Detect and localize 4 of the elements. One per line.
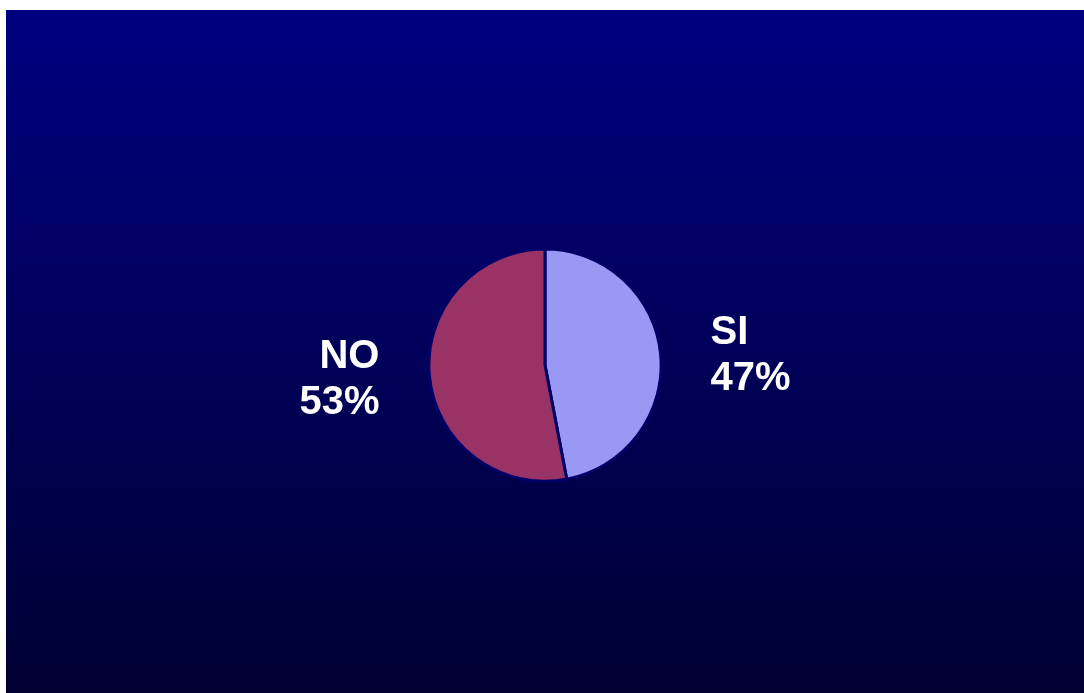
data-label: 53% <box>299 378 380 423</box>
data-label: 47% <box>710 353 791 398</box>
slice-label: SI <box>710 307 749 352</box>
slice-label: NO <box>319 332 380 377</box>
